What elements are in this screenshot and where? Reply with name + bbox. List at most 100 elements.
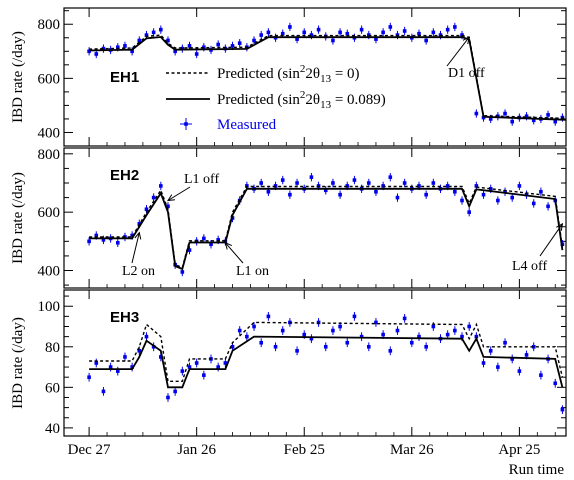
eh2-measured-point xyxy=(531,201,536,206)
eh3-measured-point xyxy=(460,334,464,339)
eh1-measured-point xyxy=(266,30,271,35)
eh2-panel-label: EH2 xyxy=(110,167,139,184)
annotation-label: L2 on xyxy=(122,264,155,279)
eh1-measured-point xyxy=(510,119,515,124)
eh2-measured-point xyxy=(280,178,285,182)
eh3-measured-point xyxy=(381,332,385,337)
eh1-measured-point xyxy=(159,27,163,32)
eh3-measured-point xyxy=(445,332,450,337)
annotation-arrow xyxy=(131,232,140,264)
legend-text-part: = 0.089) xyxy=(331,92,386,108)
eh3-frame xyxy=(63,289,567,437)
eh3-measured-point xyxy=(216,365,220,369)
legend-text-part: Predicted (sin xyxy=(217,92,300,108)
eh1-measured-point xyxy=(474,111,479,116)
eh2-measured-point xyxy=(331,181,335,185)
eh1-ytick-label: 600 xyxy=(38,71,61,87)
eh3-measured-point xyxy=(410,340,414,345)
legend-text-part: 2θ xyxy=(305,92,320,108)
eh1-measured-point xyxy=(553,119,558,124)
eh3-measured-point xyxy=(496,365,500,369)
eh2-measured-point xyxy=(503,189,507,194)
x-tick-label: Dec 27 xyxy=(68,442,111,458)
eh1-measured-point xyxy=(87,49,91,54)
eh3-measured-point xyxy=(223,361,228,365)
x-tick-label: Jan 26 xyxy=(177,442,216,458)
eh1-measured-point xyxy=(295,37,299,41)
x-tick-label: Apr 25 xyxy=(498,442,540,458)
eh3-measured-point xyxy=(524,353,529,357)
eh2-measured-point xyxy=(130,233,134,238)
eh2-measured-point xyxy=(137,222,142,226)
eh1-measured-point xyxy=(374,37,378,41)
eh3-measured-point xyxy=(87,375,91,379)
eh3-measured-point xyxy=(474,334,479,339)
legend-label-measured: Measured xyxy=(217,117,277,133)
eh2-measured-point xyxy=(338,192,342,197)
eh1-y-axis-title: IBD rate (/day) xyxy=(10,31,26,123)
eh3-measured-point xyxy=(352,314,357,319)
eh2-measured-point xyxy=(517,184,522,188)
eh3-measured-point xyxy=(245,334,249,339)
eh2-measured-point xyxy=(159,184,163,188)
eh2-measured-point xyxy=(266,189,271,194)
eh1-measured-point xyxy=(180,46,185,51)
eh3-measured-point xyxy=(510,357,515,361)
annotation-label: L4 off xyxy=(512,259,547,274)
eh3-measured-point xyxy=(359,334,364,339)
eh2-measured-point xyxy=(431,181,436,185)
annotation-arrow xyxy=(224,242,244,264)
annotation-label: D1 off xyxy=(448,66,485,81)
eh2-measured-point xyxy=(309,175,314,179)
annotation-arrowhead xyxy=(224,241,232,250)
legend-text-part: = 0) xyxy=(331,66,359,82)
eh2-measured-point xyxy=(166,204,170,209)
eh2-measured-point xyxy=(510,195,515,200)
eh1-measured-point xyxy=(237,41,242,45)
eh2-measured-point xyxy=(474,184,479,188)
eh2-ytick-label: 800 xyxy=(38,147,61,163)
eh1-predicted-089-line xyxy=(89,36,567,121)
eh3-ytick-label: 100 xyxy=(38,299,61,315)
eh2-measured-point xyxy=(388,175,393,179)
eh2-measured-point xyxy=(546,204,550,209)
eh3-measured-point xyxy=(173,389,177,394)
eh1-measured-point xyxy=(402,29,407,33)
eh3-measured-point xyxy=(180,369,185,373)
eh1-measured-point xyxy=(417,31,421,36)
eh2-measured-point xyxy=(259,181,264,185)
x-tick-label: Mar 26 xyxy=(390,442,434,458)
eh1-measured-point xyxy=(130,49,134,54)
eh2-predicted-089-line xyxy=(89,187,564,271)
eh1-ytick-label: 400 xyxy=(38,125,61,141)
eh3-measured-point xyxy=(302,332,307,337)
eh1-measured-point xyxy=(194,52,199,56)
eh3-measured-point xyxy=(331,328,335,333)
x-axis-title: Run time xyxy=(509,462,565,478)
eh3-predicted-089-line xyxy=(89,335,564,389)
eh2-measured-point xyxy=(202,236,206,241)
annotation-arrowhead xyxy=(462,36,470,45)
eh3-measured-point xyxy=(166,395,170,400)
eh1-measured-point xyxy=(431,30,436,35)
eh3-measured-point xyxy=(417,334,421,339)
legend-text-part: 13 xyxy=(320,73,332,85)
eh3-measured-point xyxy=(374,320,378,325)
eh1-measured-point xyxy=(309,33,314,37)
eh2-measured-point xyxy=(180,270,185,274)
legend-text-part: 2θ xyxy=(305,66,320,82)
eh1-measured-point xyxy=(424,38,428,43)
eh2-frame xyxy=(63,147,567,289)
annotation-arrow xyxy=(446,36,470,67)
eh2-y-axis-title: IBD rate (/day) xyxy=(10,172,26,264)
eh2-measured-point xyxy=(295,181,299,185)
eh2-measured-point xyxy=(460,198,464,203)
eh3-measured-point xyxy=(553,381,558,386)
eh3-measured-point xyxy=(266,314,271,319)
eh3-measured-point xyxy=(323,344,328,349)
legend-text-part: 13 xyxy=(320,99,332,111)
eh3-measured-point xyxy=(101,389,106,394)
annotation-arrow xyxy=(167,186,191,201)
eh3-measured-point xyxy=(539,373,543,377)
